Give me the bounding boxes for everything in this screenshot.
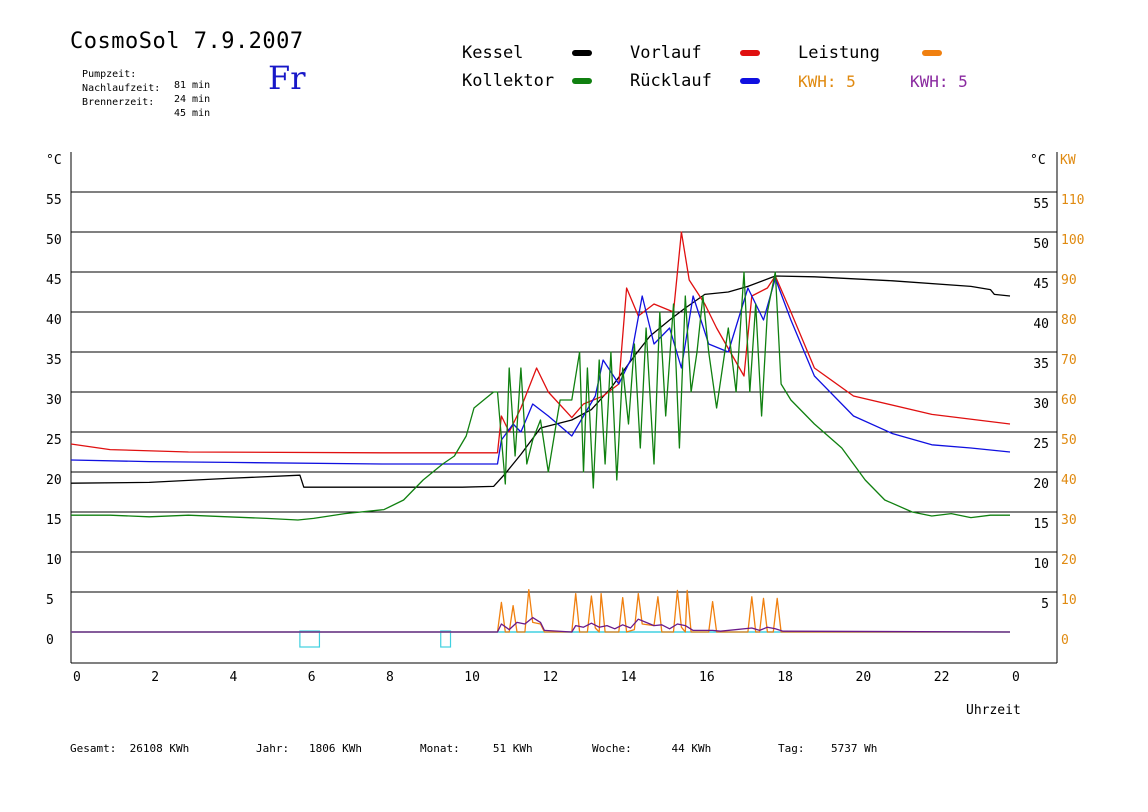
x-tick-label: 4: [230, 670, 238, 685]
pump-time-value: 81 min: [174, 80, 211, 91]
y-right-kw-tick-label: 20: [1061, 553, 1077, 568]
followup-time-label: Nachlaufzeit:: [82, 83, 161, 94]
legend-leistung-swatch: [922, 50, 942, 56]
y-left-tick-label: 45: [46, 273, 62, 288]
y-right-kw-tick-label: 50: [1061, 433, 1077, 448]
burner-time-row: Brennerzeit: 45 min: [70, 86, 210, 119]
burner-time-value: 45 min: [174, 108, 211, 119]
x-axis-label: Uhrzeit: [966, 703, 1021, 718]
footer-month: Monat: 51 KWh: [420, 742, 533, 755]
y-right-c-tick-label: 20: [1033, 477, 1049, 492]
footer-week-value: 44 KWh: [671, 742, 712, 755]
legend-kessel-label: Kessel: [462, 43, 524, 63]
y-right-c-tick-label: 30: [1033, 397, 1049, 412]
y-left-tick-label: 50: [46, 233, 62, 248]
burner-time-label: Brennerzeit:: [82, 97, 155, 108]
x-tick-label: 14: [621, 670, 637, 685]
x-tick-label: 0: [1012, 670, 1020, 685]
footer-total-label: Gesamt:: [70, 742, 117, 755]
x-tick-label: 2: [151, 670, 159, 685]
legend-ruecklauf-swatch: [740, 78, 760, 84]
y-left-tick-label: 25: [46, 433, 62, 448]
zero-line-marker: [299, 630, 321, 648]
y-right-kw-tick-label: 40: [1061, 473, 1077, 488]
footer-year-label: Jahr:: [256, 742, 290, 755]
legend-kollektor-label: Kollektor: [462, 71, 555, 91]
footer-year-value: 1806 KWh: [309, 742, 362, 755]
y-left-tick-label: 35: [46, 353, 62, 368]
y-left-tick-label: 5: [46, 593, 54, 608]
legend-vorlauf-label: Vorlauf: [630, 43, 702, 63]
y-right-kw-tick-label: 110: [1061, 193, 1084, 208]
y-right-c-tick-label: 55: [1033, 197, 1049, 212]
weekday-label: Fr: [268, 59, 306, 97]
x-tick-label: 8: [386, 670, 394, 685]
series-line-leistung-4: [71, 588, 1010, 633]
followup-time-row: Nachlaufzeit: 24 min: [70, 72, 210, 105]
x-tick-label: 20: [856, 670, 872, 685]
y-right-c-tick-label: 15: [1033, 517, 1049, 532]
kwh-orange-label: KWH: 5: [798, 72, 856, 91]
x-tick-label: 0: [73, 670, 81, 685]
footer-month-value: 51 KWh: [492, 742, 533, 755]
x-tick-label: 12: [543, 670, 559, 685]
y-right-kw-tick-label: 90: [1061, 273, 1077, 288]
y-right-kw-tick-label: 0: [1061, 633, 1069, 648]
y-axis-right-unit-c: °C: [1030, 153, 1046, 168]
y-right-c-tick-label: 5: [1041, 597, 1049, 612]
x-tick-label: 16: [699, 670, 715, 685]
footer-day-label: Tag:: [778, 742, 805, 755]
y-right-c-tick-label: 35: [1033, 357, 1049, 372]
y-right-c-tick-label: 25: [1033, 437, 1049, 452]
x-tick-label: 6: [308, 670, 316, 685]
y-left-tick-label: 0: [46, 633, 54, 648]
legend-ruecklauf-label: Rücklauf: [630, 71, 712, 91]
y-right-kw-tick-label: 10: [1061, 593, 1077, 608]
y-left-tick-label: 20: [46, 473, 62, 488]
footer-month-label: Monat:: [420, 742, 460, 755]
y-right-c-tick-label: 10: [1033, 557, 1049, 572]
footer-day: Tag: 5737 Wh: [778, 742, 877, 755]
y-left-tick-label: 55: [46, 193, 62, 208]
y-right-kw-tick-label: 80: [1061, 313, 1077, 328]
y-left-tick-label: 30: [46, 393, 62, 408]
y-right-kw-tick-label: 30: [1061, 513, 1077, 528]
y-left-tick-label: 15: [46, 513, 62, 528]
series-line-kessel-0: [70, 275, 1011, 488]
legend-kollektor-swatch: [572, 78, 592, 84]
kwh-purple-label: KWH: 5: [910, 72, 968, 91]
footer-total: Gesamt: 26108 KWh: [70, 742, 189, 755]
y-left-tick-label: 40: [46, 313, 62, 328]
y-right-kw-tick-label: 60: [1061, 393, 1077, 408]
y-right-c-tick-label: 40: [1033, 317, 1049, 332]
footer-week-label: Woche:: [592, 742, 632, 755]
y-left-tick-label: 10: [46, 553, 62, 568]
series-line-kollektor-3: [71, 271, 1010, 521]
series-line-rcklauf-2: [70, 277, 1011, 465]
pump-time-label: Pumpzeit:: [82, 69, 137, 80]
legend-kessel-swatch: [572, 50, 592, 56]
y-right-kw-tick-label: 70: [1061, 353, 1077, 368]
y-right-kw-tick-label: 100: [1061, 233, 1084, 248]
footer-year: Jahr: 1806 KWh: [256, 742, 362, 755]
y-axis-left-unit: °C: [46, 153, 62, 168]
x-tick-label: 10: [464, 670, 480, 685]
followup-time-value: 24 min: [174, 94, 211, 105]
footer-total-value: 26108 KWh: [129, 742, 190, 755]
legend-leistung-label: Leistung: [798, 43, 880, 63]
series-line-energy-5: [71, 616, 1011, 633]
x-tick-label: 18: [777, 670, 793, 685]
x-tick-label: 22: [934, 670, 950, 685]
y-axis-right-unit-kw: KW: [1060, 153, 1076, 168]
pump-time-row: Pumpzeit: 81 min: [70, 58, 210, 91]
y-right-c-tick-label: 45: [1033, 277, 1049, 292]
page-title: CosmoSol 7.9.2007: [70, 29, 304, 54]
zero-line-marker: [440, 630, 452, 648]
legend-vorlauf-swatch: [740, 50, 760, 56]
footer-week: Woche: 44 KWh: [592, 742, 711, 755]
footer-day-value: 5737 Wh: [831, 742, 878, 755]
y-right-c-tick-label: 50: [1033, 237, 1049, 252]
